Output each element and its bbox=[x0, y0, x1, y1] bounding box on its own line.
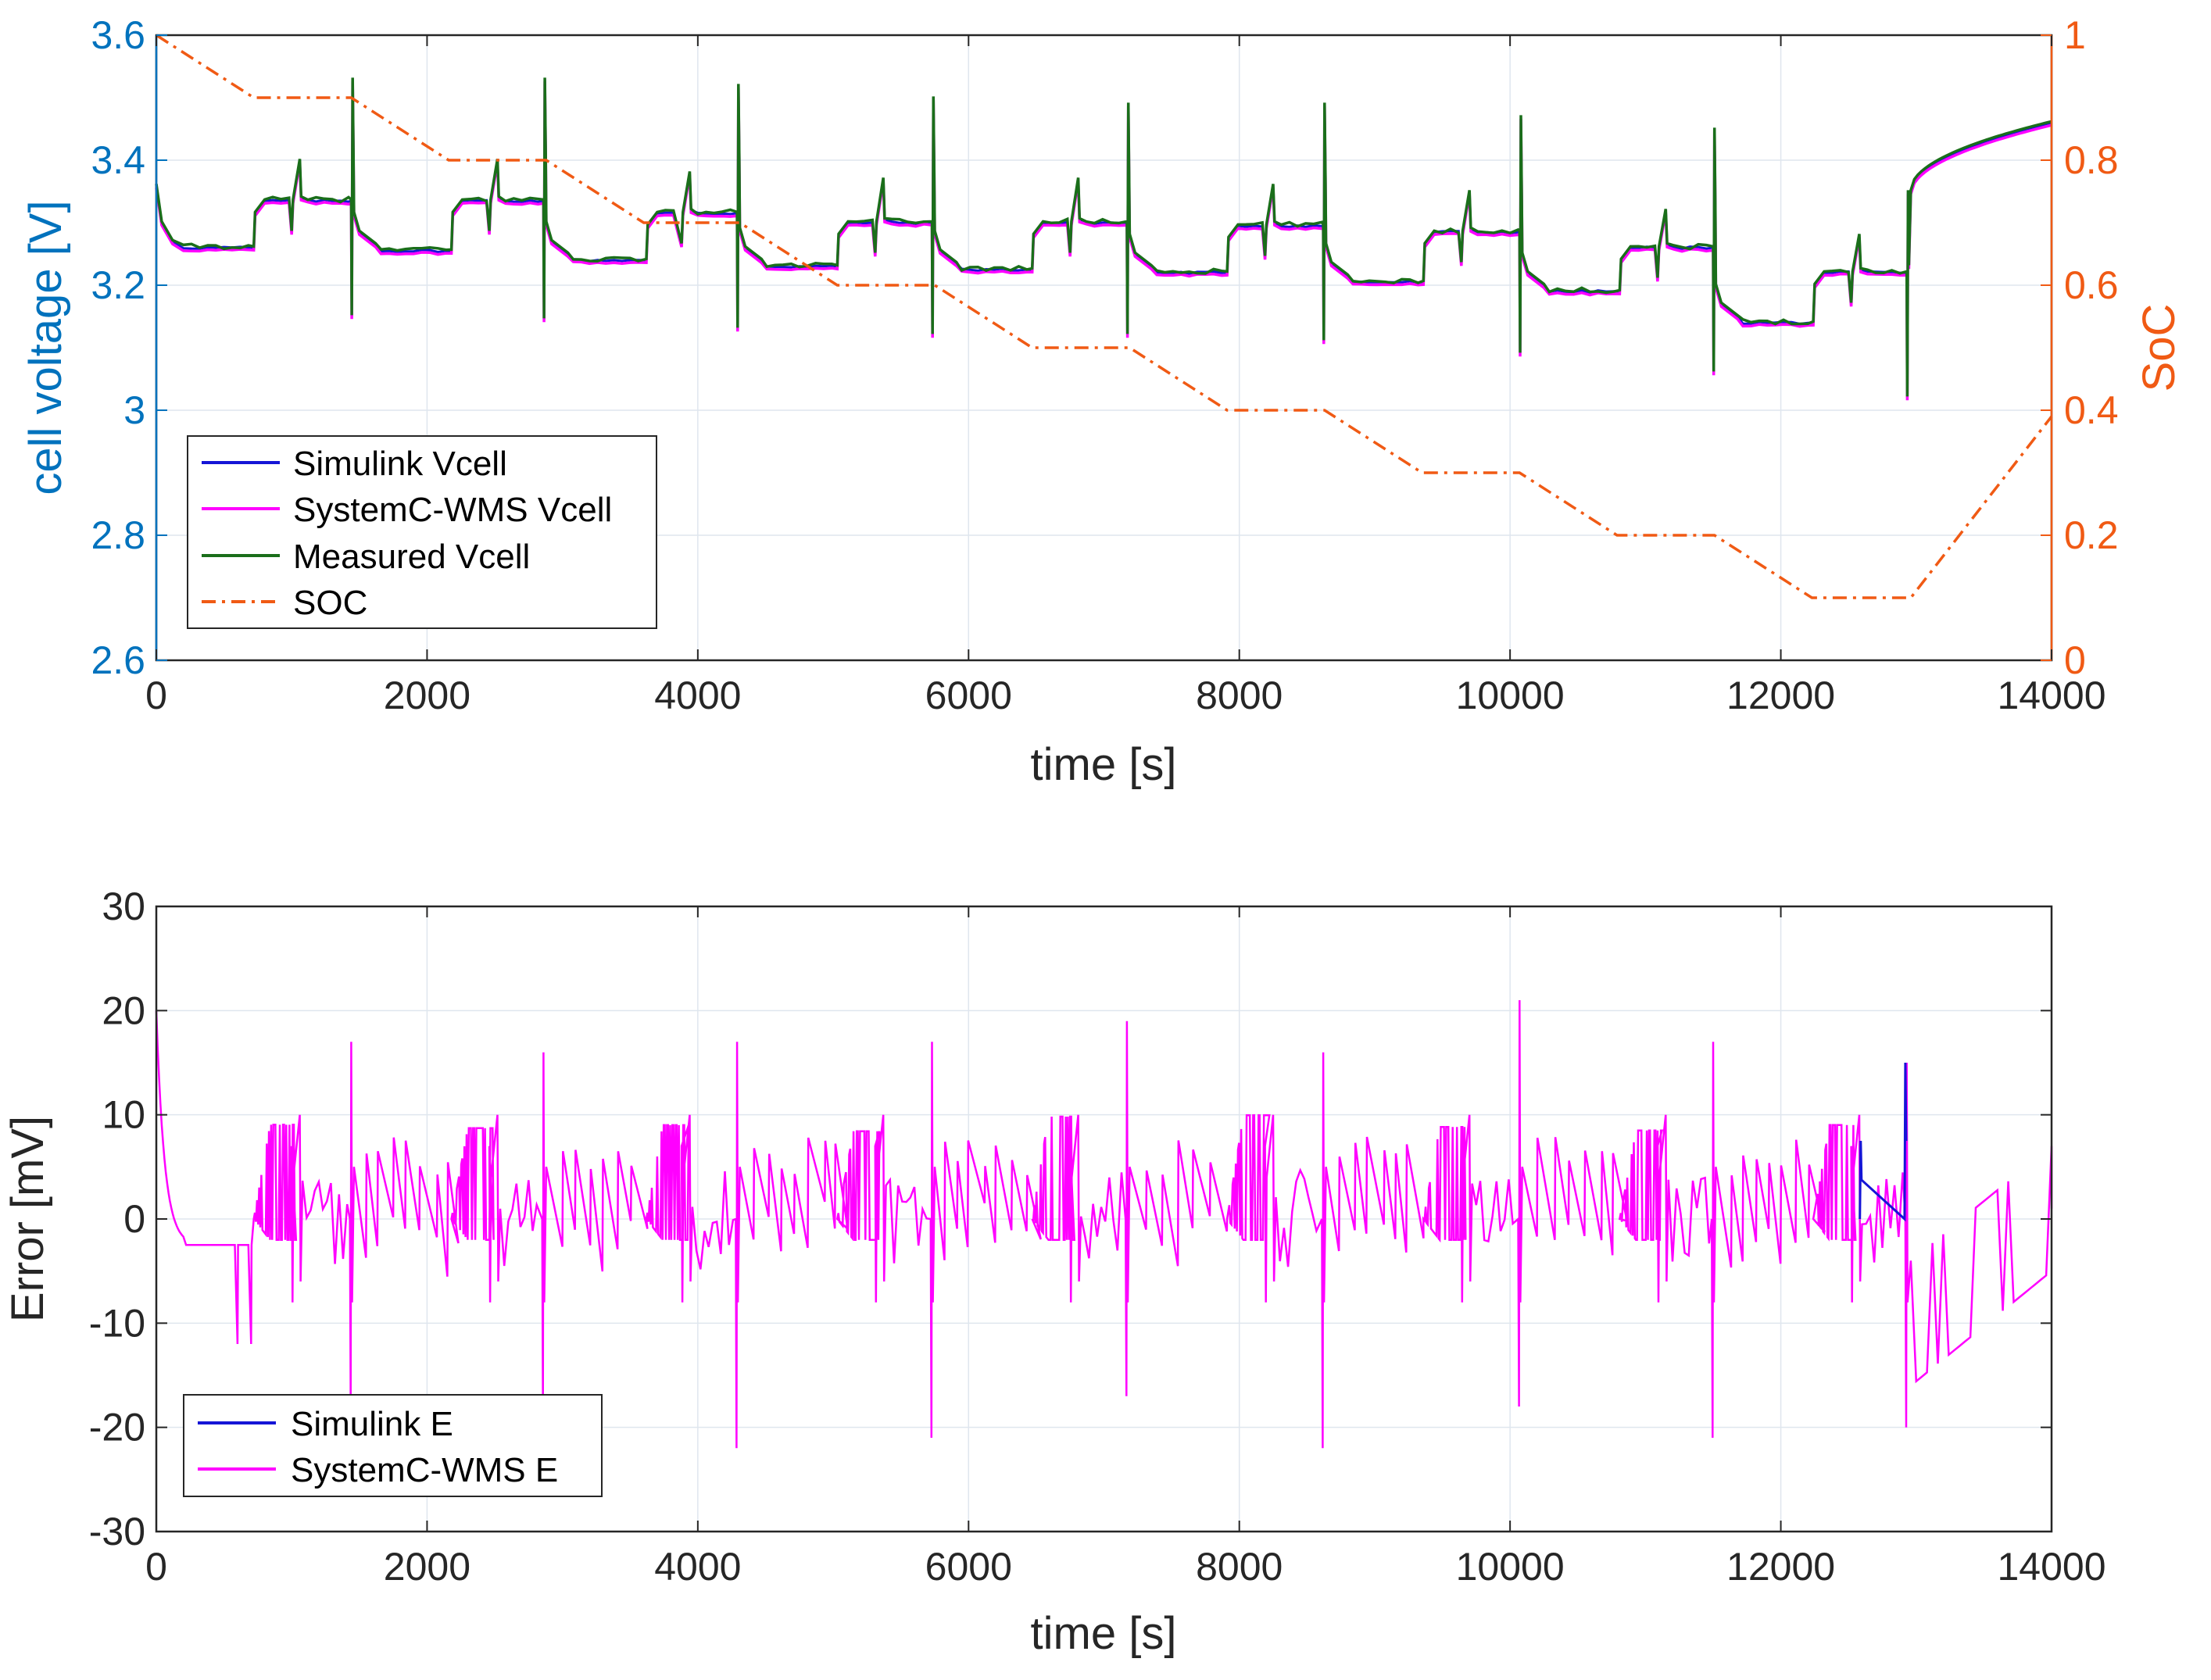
error-series bbox=[155, 999, 2053, 1449]
error-y-tick-label: 10 bbox=[102, 1093, 145, 1137]
error-x-tick-label: 2000 bbox=[384, 1545, 470, 1589]
voltage-x-tick-label: 2000 bbox=[384, 674, 470, 717]
voltage-x-axis-label: time [s] bbox=[1031, 739, 1177, 790]
error-y-tick-label: 20 bbox=[102, 988, 145, 1032]
voltage-y-tick-label: 3.2 bbox=[91, 263, 145, 307]
voltage-x-tick-label: 14000 bbox=[1997, 674, 2105, 717]
soc-y-tick-label: 1 bbox=[2064, 13, 2086, 57]
soc-y-tick-label: 0 bbox=[2064, 638, 2086, 682]
voltage-y-axis-label: cell voltage [V] bbox=[20, 200, 71, 495]
error-x-tick-label: 0 bbox=[145, 1545, 167, 1589]
error-x-tick-label: 10000 bbox=[1456, 1545, 1565, 1589]
soc-y-tick-label: 0.8 bbox=[2064, 138, 2119, 182]
legend-label-systemc-e: SystemC-WMS E bbox=[291, 1451, 558, 1489]
voltage-x-tick-label: 4000 bbox=[654, 674, 741, 717]
error-x-tick-label: 6000 bbox=[925, 1545, 1012, 1589]
error-x-tick-label: 8000 bbox=[1196, 1545, 1283, 1589]
error-y-tick-label: 30 bbox=[102, 885, 145, 928]
voltage-x-tick-label: 10000 bbox=[1456, 674, 1565, 717]
legend-label-simulink-vcell: Simulink Vcell bbox=[293, 445, 507, 483]
legend-label-soc: SOC bbox=[293, 584, 367, 622]
error-legend: Simulink E SystemC-WMS E bbox=[183, 1394, 603, 1497]
error-y-tick-label: 0 bbox=[123, 1197, 145, 1241]
error-x-tick-label: 14000 bbox=[1997, 1545, 2105, 1589]
voltage-y-tick-label: 3 bbox=[123, 388, 145, 432]
error-legend-box bbox=[183, 1394, 603, 1497]
voltage-y-tick-label: 3.6 bbox=[91, 13, 145, 57]
series-systemc-error bbox=[155, 999, 2053, 1449]
legend-label-systemc-vcell: SystemC-WMS Vcell bbox=[293, 491, 612, 529]
voltage-series bbox=[155, 34, 2053, 599]
legend-label-simulink-e: Simulink E bbox=[291, 1405, 453, 1443]
series-soc bbox=[156, 34, 2053, 599]
error-x-tick-label: 4000 bbox=[654, 1545, 741, 1589]
error-x-tick-label: 12000 bbox=[1726, 1545, 1835, 1589]
voltage-ticks: 0 2000 4000 6000 8000 10000 12000 14000 2.6 2.8 3 3… bbox=[91, 13, 2118, 717]
voltage-y-tick-label: 3.4 bbox=[91, 138, 145, 182]
voltage-legend: Simulink Vcell SystemC-WMS Vcell Measure… bbox=[187, 435, 657, 629]
error-y-axis-label: Error [mV] bbox=[2, 1116, 53, 1322]
voltage-x-tick-label: 6000 bbox=[925, 674, 1012, 717]
voltage-legend-box bbox=[187, 435, 657, 629]
series-simulink-error bbox=[1859, 1062, 1908, 1222]
legend-label-measured-vcell: Measured Vcell bbox=[293, 538, 530, 576]
error-chart: 0 2000 4000 6000 8000 10000 12000 14000 -30 -20 -1… bbox=[2, 885, 2106, 1659]
series-measured-vcell bbox=[155, 77, 2052, 397]
error-y-tick-label: -30 bbox=[89, 1510, 145, 1553]
voltage-x-tick-label: 12000 bbox=[1726, 674, 1835, 717]
error-ticks: 0 2000 4000 6000 8000 10000 12000 14000 -30 -20 -1… bbox=[89, 885, 2106, 1589]
error-y-tick-label: -20 bbox=[89, 1406, 145, 1449]
soc-y-tick-label: 0.4 bbox=[2064, 388, 2119, 432]
soc-y-axis-label: SoC bbox=[2134, 304, 2184, 392]
voltage-x-tick-label: 0 bbox=[145, 674, 167, 717]
voltage-x-tick-label: 8000 bbox=[1196, 674, 1283, 717]
error-x-axis-label: time [s] bbox=[1031, 1608, 1177, 1659]
voltage-y-tick-label: 2.6 bbox=[91, 638, 145, 682]
soc-y-tick-label: 0.6 bbox=[2064, 263, 2119, 307]
voltage-y-tick-label: 2.8 bbox=[91, 513, 145, 557]
voltage-soc-chart: 0 2000 4000 6000 8000 10000 12000 14000 2.6 2.8 3 3… bbox=[20, 13, 2184, 790]
soc-y-tick-label: 0.2 bbox=[2064, 513, 2119, 557]
error-y-tick-label: -10 bbox=[89, 1301, 145, 1345]
